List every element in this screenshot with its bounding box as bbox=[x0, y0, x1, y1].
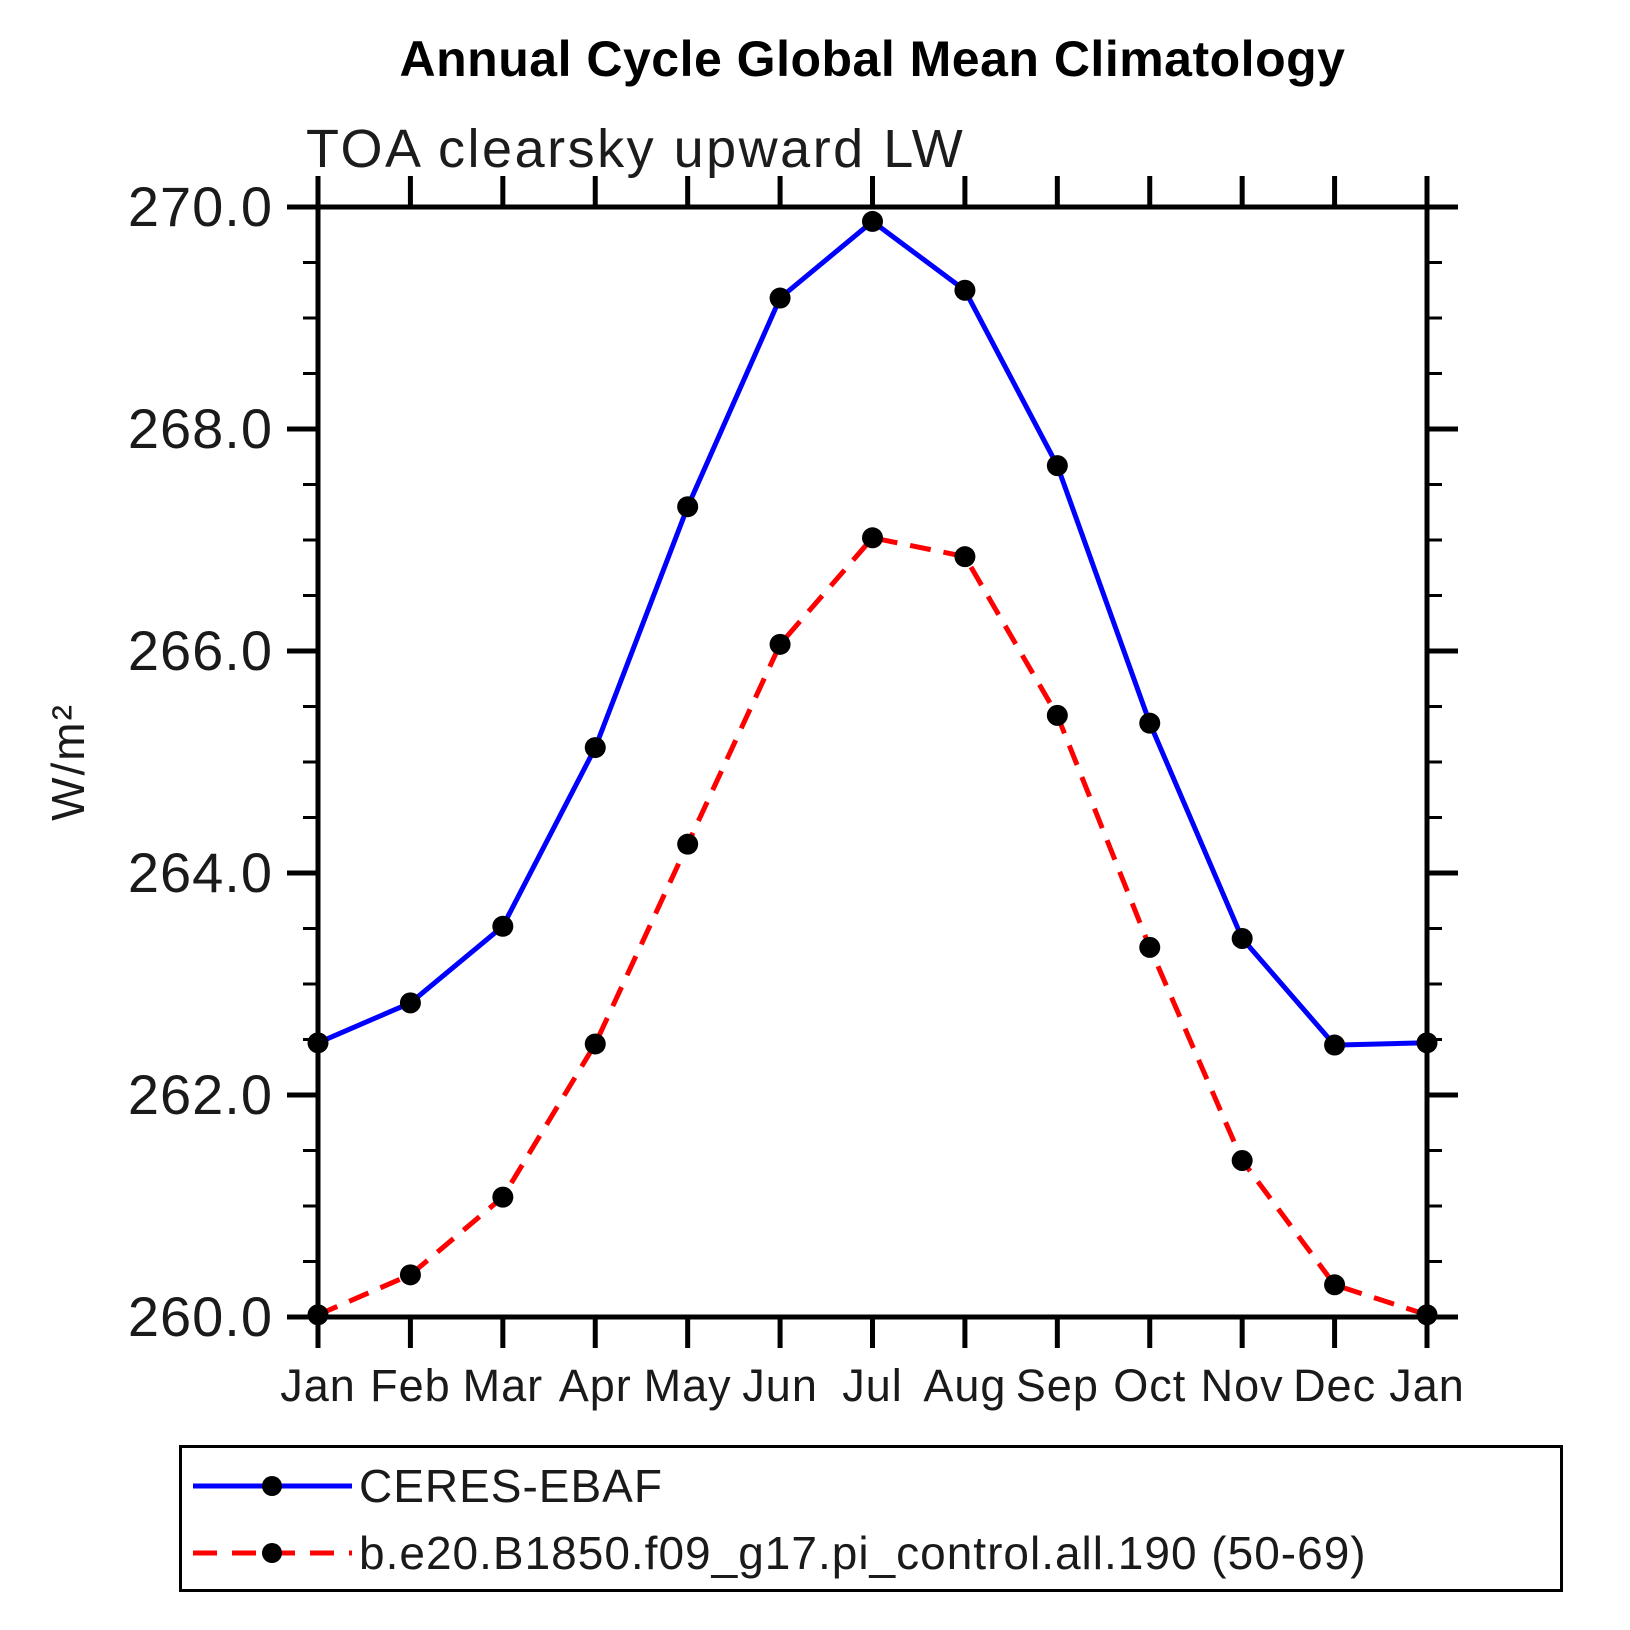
x-tick-label: Dec bbox=[1293, 1360, 1376, 1411]
series-1-marker bbox=[1324, 1274, 1346, 1296]
series-1-marker bbox=[769, 633, 791, 655]
legend-item-ceres-ebaf: CERES-EBAF bbox=[186, 1460, 663, 1512]
chart-subtitle: TOA clearsky upward LW bbox=[306, 119, 966, 179]
legend-label-ceres-ebaf: CERES-EBAF bbox=[359, 1460, 663, 1512]
chart-title: Annual Cycle Global Mean Climatology bbox=[399, 31, 1346, 87]
x-tick-label: Feb bbox=[370, 1360, 451, 1411]
series-1-marker bbox=[399, 1264, 421, 1286]
series-1-marker bbox=[677, 833, 699, 855]
series-1-marker bbox=[862, 527, 883, 549]
series-0-marker bbox=[769, 287, 791, 309]
series-0-marker bbox=[492, 915, 514, 937]
series-1-marker bbox=[1046, 704, 1068, 726]
series-1-marker bbox=[954, 546, 976, 568]
series-1-marker bbox=[584, 1033, 606, 1055]
y-tick-label: 266.0 bbox=[128, 619, 273, 682]
series-0-marker bbox=[399, 992, 421, 1014]
series-line-0 bbox=[317, 218, 1428, 1048]
x-tick-label: Jan bbox=[280, 1360, 356, 1411]
series-0-marker bbox=[1231, 927, 1253, 949]
y-axis-title: W/m² bbox=[42, 703, 94, 821]
series-0-marker bbox=[1139, 712, 1161, 734]
series-0-marker bbox=[1416, 1032, 1438, 1054]
x-tick-label: Jun bbox=[742, 1360, 818, 1411]
series-0-marker bbox=[307, 1032, 329, 1054]
x-tick-label: May bbox=[644, 1360, 732, 1411]
series-0-marker bbox=[584, 737, 606, 759]
legend-marker-dot bbox=[262, 1476, 282, 1496]
series-1-marker bbox=[1139, 936, 1161, 958]
legend-item-model-run: b.e20.B1850.f09_g17.pi_control.all.190 (… bbox=[186, 1527, 1367, 1579]
series-0-marker bbox=[1046, 455, 1068, 477]
y-tick-label: 270.0 bbox=[128, 175, 273, 238]
series-line-1 bbox=[317, 535, 1428, 1318]
legend-dashed-line-sample bbox=[193, 1543, 352, 1563]
series-1-marker bbox=[492, 1186, 514, 1208]
x-tick-label: Sep bbox=[1016, 1360, 1099, 1411]
y-tick-label: 268.0 bbox=[128, 397, 273, 460]
legend-marker-dot bbox=[262, 1543, 282, 1563]
legend-label-model-run: b.e20.B1850.f09_g17.pi_control.all.190 (… bbox=[359, 1527, 1367, 1579]
series-1-marker bbox=[1231, 1149, 1253, 1171]
legend-solid-line-sample bbox=[193, 1476, 352, 1496]
series-1-marker bbox=[307, 1304, 329, 1326]
legend-box: CERES-EBAF b.e20.B1850.f09_g17.pi_contro… bbox=[179, 1445, 1563, 1592]
series-1-marker bbox=[1416, 1304, 1438, 1326]
x-tick-label: Jan bbox=[1389, 1360, 1465, 1411]
series-0-marker bbox=[862, 210, 883, 232]
x-tick-label: Aug bbox=[923, 1360, 1006, 1411]
series-0-marker bbox=[1324, 1034, 1346, 1056]
series-0-marker bbox=[677, 496, 699, 518]
x-tick-label: Oct bbox=[1113, 1360, 1186, 1411]
series-0-marker bbox=[954, 279, 976, 301]
y-tick-label: 262.0 bbox=[128, 1063, 273, 1126]
x-tick-label: Jul bbox=[842, 1360, 903, 1411]
x-tick-label: Nov bbox=[1201, 1360, 1284, 1411]
y-tick-label: 260.0 bbox=[128, 1285, 273, 1348]
x-tick-label: Mar bbox=[463, 1360, 544, 1411]
y-tick-label: 264.0 bbox=[128, 841, 273, 904]
x-tick-label: Apr bbox=[559, 1360, 632, 1411]
plot-frame bbox=[315, 204, 1430, 1320]
